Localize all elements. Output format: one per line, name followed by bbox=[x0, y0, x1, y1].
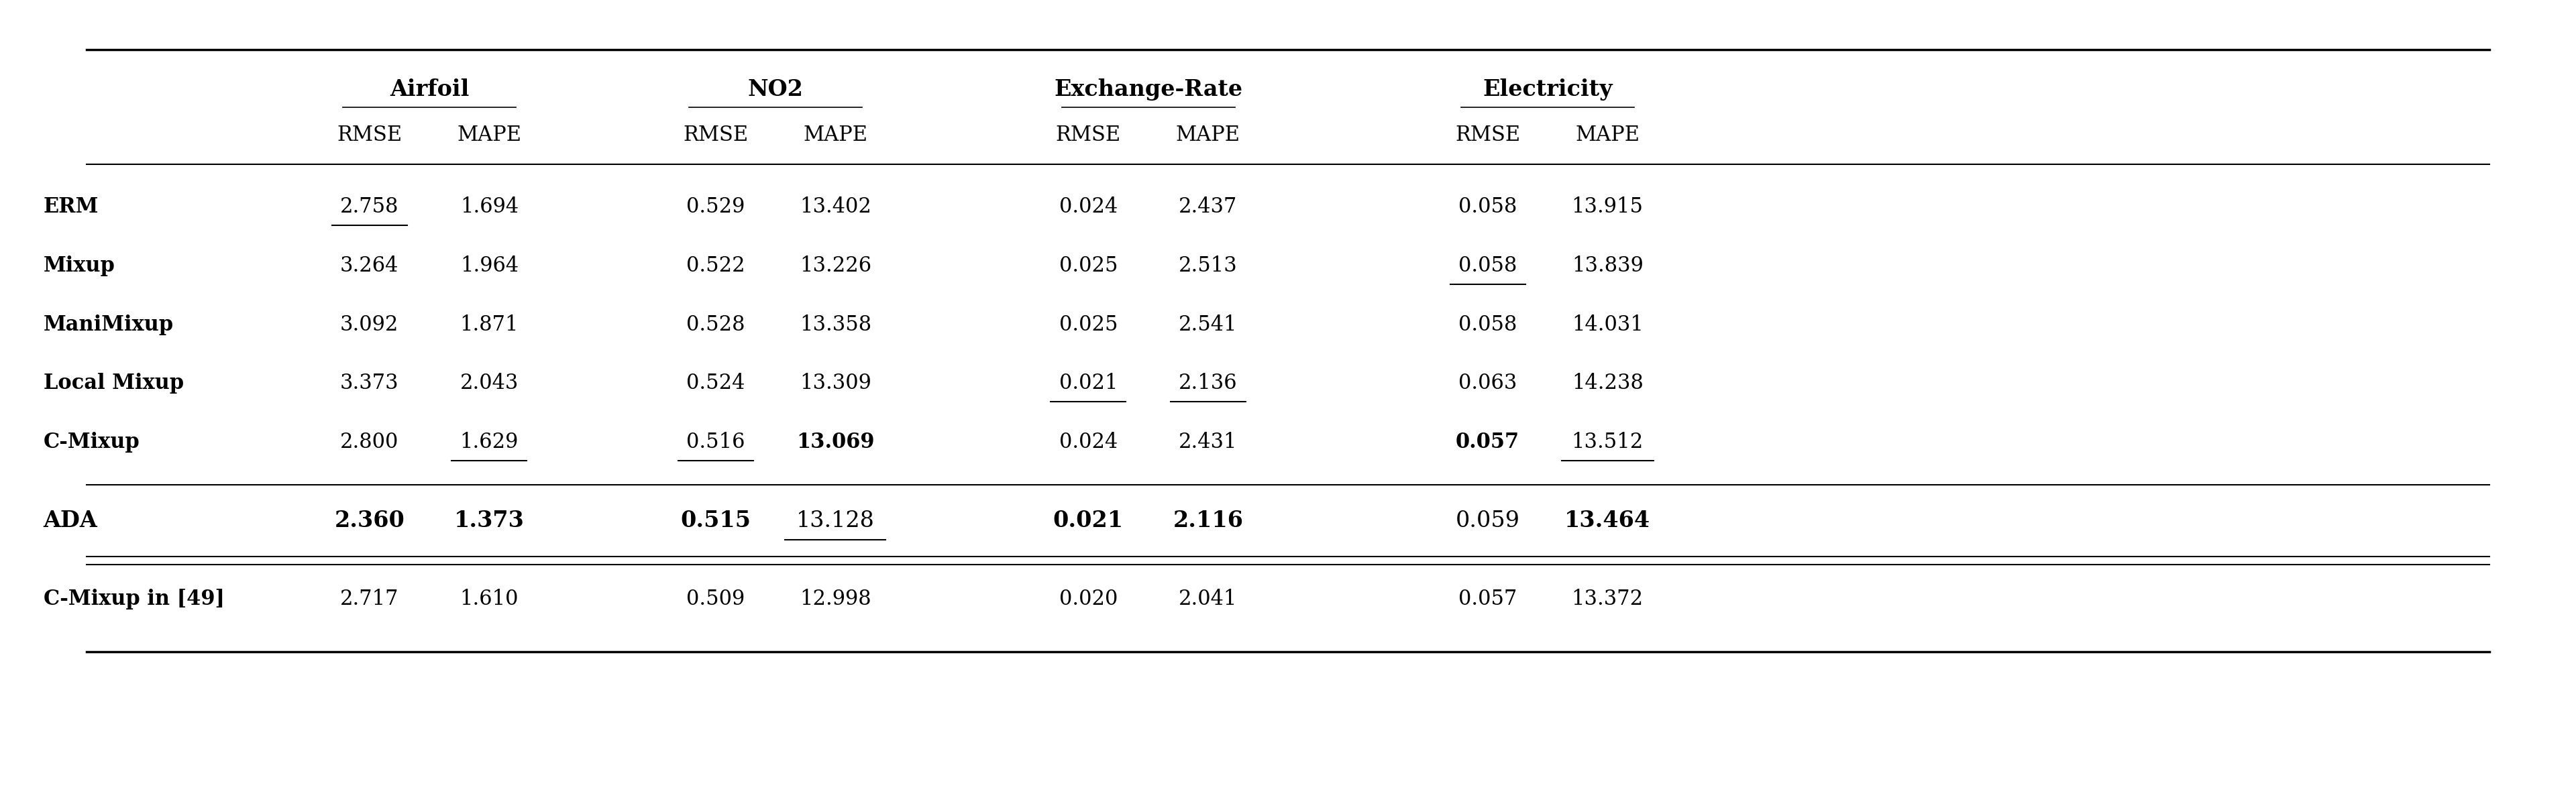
Text: 3.264: 3.264 bbox=[340, 255, 399, 276]
Text: 13.309: 13.309 bbox=[799, 373, 871, 394]
Text: 0.058: 0.058 bbox=[1458, 255, 1517, 276]
Text: 13.915: 13.915 bbox=[1571, 197, 1643, 218]
Text: Local Mixup: Local Mixup bbox=[44, 373, 183, 394]
Text: MAPE: MAPE bbox=[1175, 124, 1242, 145]
Text: 0.025: 0.025 bbox=[1059, 314, 1118, 335]
Text: 2.717: 2.717 bbox=[340, 589, 399, 610]
Text: 13.464: 13.464 bbox=[1564, 510, 1651, 532]
Text: 0.058: 0.058 bbox=[1458, 314, 1517, 335]
Text: 13.402: 13.402 bbox=[799, 197, 871, 218]
Text: 2.800: 2.800 bbox=[340, 432, 399, 452]
Text: RMSE: RMSE bbox=[1455, 124, 1520, 145]
Text: 3.092: 3.092 bbox=[340, 314, 399, 335]
Text: 0.021: 0.021 bbox=[1059, 373, 1118, 394]
Text: 1.629: 1.629 bbox=[461, 432, 518, 452]
Text: 2.541: 2.541 bbox=[1180, 314, 1236, 335]
Text: 0.021: 0.021 bbox=[1054, 510, 1123, 532]
Text: 2.041: 2.041 bbox=[1180, 589, 1236, 610]
Text: 13.512: 13.512 bbox=[1571, 432, 1643, 452]
Text: 12.998: 12.998 bbox=[799, 589, 871, 610]
Text: 0.528: 0.528 bbox=[685, 314, 744, 335]
Text: 0.063: 0.063 bbox=[1458, 373, 1517, 394]
Text: 1.373: 1.373 bbox=[453, 510, 526, 532]
Text: 1.964: 1.964 bbox=[461, 255, 518, 276]
Text: 13.358: 13.358 bbox=[799, 314, 871, 335]
Text: RMSE: RMSE bbox=[337, 124, 402, 145]
Text: ERM: ERM bbox=[44, 197, 98, 218]
Text: Exchange-Rate: Exchange-Rate bbox=[1054, 78, 1242, 100]
Text: 2.043: 2.043 bbox=[461, 373, 518, 394]
Text: 13.128: 13.128 bbox=[796, 510, 876, 532]
Text: 0.516: 0.516 bbox=[685, 432, 744, 452]
Text: 14.238: 14.238 bbox=[1571, 373, 1643, 394]
Text: 0.529: 0.529 bbox=[685, 197, 744, 218]
Text: 0.025: 0.025 bbox=[1059, 255, 1118, 276]
Text: RMSE: RMSE bbox=[683, 124, 747, 145]
Text: 0.057: 0.057 bbox=[1458, 589, 1517, 610]
Text: 13.069: 13.069 bbox=[796, 432, 873, 452]
Text: 0.024: 0.024 bbox=[1059, 197, 1118, 218]
Text: MAPE: MAPE bbox=[456, 124, 520, 145]
Text: 3.373: 3.373 bbox=[340, 373, 399, 394]
Text: 1.871: 1.871 bbox=[461, 314, 518, 335]
Text: 0.057: 0.057 bbox=[1455, 432, 1520, 452]
Text: 0.522: 0.522 bbox=[685, 255, 744, 276]
Text: 13.226: 13.226 bbox=[799, 255, 871, 276]
Text: 13.372: 13.372 bbox=[1571, 589, 1643, 610]
Text: RMSE: RMSE bbox=[1056, 124, 1121, 145]
Text: MAPE: MAPE bbox=[804, 124, 868, 145]
Text: ADA: ADA bbox=[44, 510, 98, 532]
Text: 0.058: 0.058 bbox=[1458, 197, 1517, 218]
Text: Electricity: Electricity bbox=[1484, 78, 1613, 100]
Text: 2.360: 2.360 bbox=[335, 510, 404, 532]
Text: NO2: NO2 bbox=[747, 78, 804, 100]
Text: 0.020: 0.020 bbox=[1059, 589, 1118, 610]
Text: 2.431: 2.431 bbox=[1180, 432, 1236, 452]
Text: 0.509: 0.509 bbox=[685, 589, 744, 610]
Text: 14.031: 14.031 bbox=[1571, 314, 1643, 335]
Text: C-Mixup in [49]: C-Mixup in [49] bbox=[44, 589, 224, 610]
Text: 2.136: 2.136 bbox=[1180, 373, 1236, 394]
Text: Mixup: Mixup bbox=[44, 255, 116, 276]
Text: 1.694: 1.694 bbox=[461, 197, 518, 218]
Text: 13.839: 13.839 bbox=[1571, 255, 1643, 276]
Text: Airfoil: Airfoil bbox=[389, 78, 469, 100]
Text: 0.059: 0.059 bbox=[1455, 510, 1520, 532]
Text: MAPE: MAPE bbox=[1577, 124, 1641, 145]
Text: 0.024: 0.024 bbox=[1059, 432, 1118, 452]
Text: 2.116: 2.116 bbox=[1172, 510, 1244, 532]
Text: 2.437: 2.437 bbox=[1180, 197, 1236, 218]
Text: ManiMixup: ManiMixup bbox=[44, 314, 173, 335]
Text: 2.513: 2.513 bbox=[1180, 255, 1236, 276]
Text: 1.610: 1.610 bbox=[461, 589, 518, 610]
Text: 0.524: 0.524 bbox=[685, 373, 744, 394]
Text: 0.515: 0.515 bbox=[680, 510, 750, 532]
Text: 2.758: 2.758 bbox=[340, 197, 399, 218]
Text: C-Mixup: C-Mixup bbox=[44, 432, 139, 452]
